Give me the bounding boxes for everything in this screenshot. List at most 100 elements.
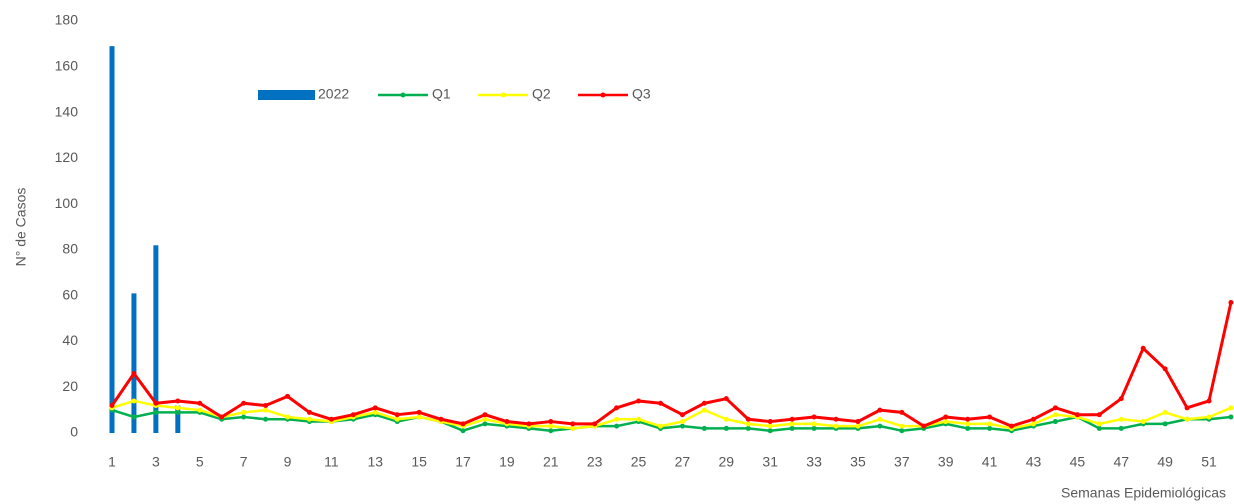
line (110, 302, 1233, 428)
line (111, 399, 1232, 430)
y-axis-title: N° de Casos (13, 188, 29, 267)
y-tick-label: 60 (62, 286, 78, 302)
line-marker (241, 400, 247, 406)
line-marker (1184, 405, 1190, 411)
y-tick-label: 100 (55, 195, 79, 211)
x-tick-label: 51 (1201, 454, 1217, 470)
line-marker (767, 428, 773, 434)
line-marker (592, 421, 598, 427)
line-marker (263, 416, 269, 422)
line-marker (131, 370, 137, 376)
line-marker (965, 416, 971, 422)
line-marker (767, 423, 773, 429)
line-marker (548, 423, 554, 429)
line-marker (789, 421, 795, 427)
line-marker (987, 414, 993, 420)
x-tick-label: 49 (1157, 454, 1173, 470)
x-tick-label: 41 (982, 454, 998, 470)
line-marker (416, 414, 422, 420)
x-tick-label: 21 (543, 454, 559, 470)
x-tick-label: 11 (324, 454, 339, 470)
line-marker (1052, 419, 1058, 425)
line-marker (1228, 414, 1234, 420)
line-marker (789, 425, 795, 431)
legend-swatch (258, 90, 315, 100)
line-marker (745, 416, 751, 422)
line-marker (350, 412, 356, 418)
x-tick-label: 39 (938, 454, 954, 470)
line-marker (285, 414, 291, 420)
legend-label: Q2 (532, 86, 551, 102)
line-marker (1140, 345, 1146, 351)
x-tick-label: 17 (455, 454, 471, 470)
legend-marker (500, 92, 506, 98)
y-tick-label: 80 (62, 241, 78, 257)
line-marker (1030, 421, 1036, 427)
line-marker (833, 423, 839, 429)
line-marker (460, 428, 466, 434)
line-marker (855, 423, 861, 429)
x-tick-label: 35 (850, 454, 866, 470)
line-marker (1228, 405, 1234, 411)
line-marker (153, 400, 159, 406)
line-marker (658, 400, 663, 406)
line-marker (899, 409, 905, 415)
line-marker (241, 409, 247, 415)
line-marker (614, 416, 620, 422)
legend-label: Q3 (632, 86, 651, 102)
line-marker (921, 423, 927, 429)
line-marker (570, 425, 576, 431)
x-tick-label: 31 (762, 454, 778, 470)
x-tick-label: 5 (196, 454, 204, 470)
line-marker (811, 421, 817, 427)
x-tick-label: 1 (108, 454, 116, 470)
line-marker (745, 421, 751, 427)
line-marker (965, 421, 971, 427)
line-marker (1162, 366, 1168, 372)
line-marker (526, 421, 532, 427)
x-tick-label: 13 (367, 454, 383, 470)
y-tick-label: 120 (55, 149, 79, 165)
line-marker (1096, 412, 1102, 418)
y-tick-label: 0 (70, 424, 78, 440)
line-marker (438, 416, 444, 422)
line-marker (636, 416, 642, 422)
line-marker (548, 428, 554, 434)
legend-marker (400, 92, 406, 98)
line-marker (899, 428, 905, 434)
line-marker (1052, 412, 1058, 418)
line-marker (372, 409, 378, 415)
x-tick-label: 23 (587, 454, 603, 470)
y-tick-label: 160 (55, 57, 79, 73)
line-marker (306, 416, 312, 422)
line-marker (636, 398, 642, 404)
line-marker (175, 405, 181, 411)
line-marker (175, 409, 181, 415)
x-tick-label: 25 (631, 454, 647, 470)
line-marker (460, 421, 466, 427)
line-marker (811, 425, 817, 431)
bar (109, 46, 115, 434)
line-marker (1096, 421, 1102, 427)
line-marker (679, 419, 685, 425)
x-tick-label: 37 (894, 454, 910, 470)
line-marker (877, 407, 883, 413)
line-marker (1228, 300, 1234, 306)
line-marker (131, 398, 137, 404)
x-tick-label: 15 (411, 454, 427, 470)
line-marker (1162, 421, 1168, 427)
y-tick-label: 20 (62, 378, 78, 394)
line-marker (723, 416, 729, 422)
y-tick-label: 180 (55, 12, 79, 28)
x-tick-label: 7 (240, 454, 248, 470)
line-marker (219, 414, 225, 420)
line-marker (131, 414, 137, 420)
line-marker (1184, 416, 1190, 422)
line-marker (855, 419, 861, 425)
line-marker (153, 409, 159, 415)
line-marker (1118, 416, 1124, 422)
y-tick-label: 40 (62, 332, 78, 348)
line-marker (372, 405, 378, 411)
line-marker (701, 400, 707, 406)
line-marker (548, 419, 554, 425)
